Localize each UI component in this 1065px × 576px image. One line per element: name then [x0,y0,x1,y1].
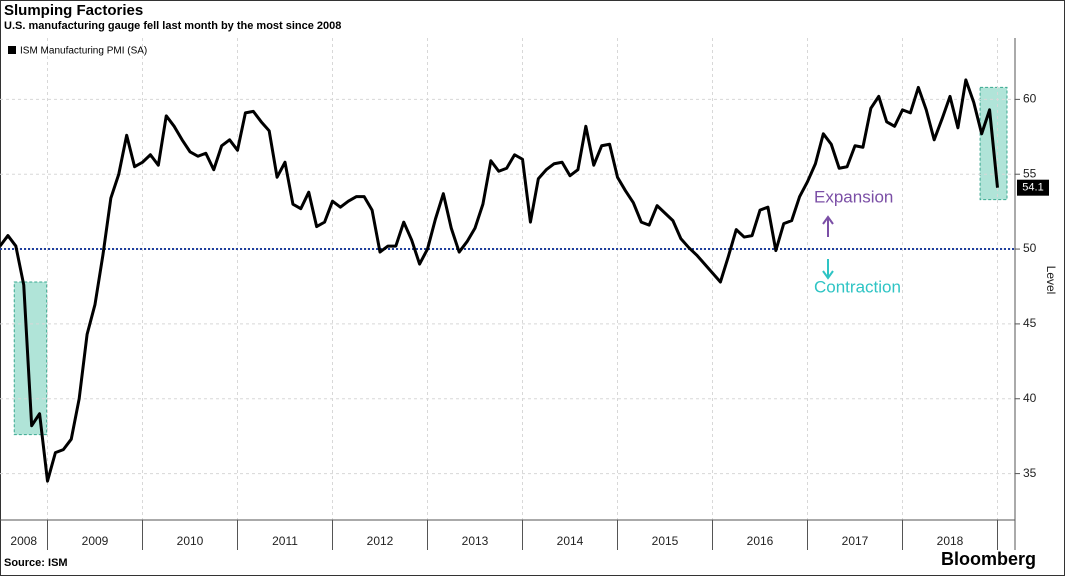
y-tick-label: 50 [1023,241,1037,255]
x-tick-label: 2016 [747,534,774,548]
x-tick-label: 2009 [82,534,109,548]
x-tick-label: 2018 [937,534,964,548]
chart-subtitle: U.S. manufacturing gauge fell last month… [4,20,341,32]
x-tick-label: 2011 [272,534,298,548]
legend-swatch [8,46,16,54]
y-tick-label: 40 [1023,391,1037,405]
x-tick-label: 2017 [842,534,869,548]
x-tick-label: 2013 [462,534,489,548]
x-tick-label: 2014 [557,534,584,548]
y-tick-label: 55 [1023,166,1037,180]
y-tick-label: 60 [1023,92,1037,106]
arrow-up [822,215,834,237]
chart-title: Slumping Factories [4,2,143,19]
last-value-label: 54.1 [1022,182,1043,194]
y-tick-label: 45 [1023,316,1037,330]
x-tick-label: 2015 [652,534,679,548]
legend-label: ISM Manufacturing PMI (SA) [20,46,147,57]
last-value-box [1017,179,1049,196]
series-line [0,78,999,483]
x-tick-label: 2008 [10,534,37,548]
arrow-down [822,259,834,280]
brand: Bloomberg [941,549,1036,569]
source: Source: ISM [4,557,68,569]
annotation: Contraction [814,277,901,296]
y-tick-label: 35 [1023,466,1037,480]
x-tick-label: 2010 [177,534,204,548]
annotation: Expansion [814,187,893,206]
y-axis-label: Level [1044,266,1058,295]
x-tick-label: 2012 [367,534,394,548]
